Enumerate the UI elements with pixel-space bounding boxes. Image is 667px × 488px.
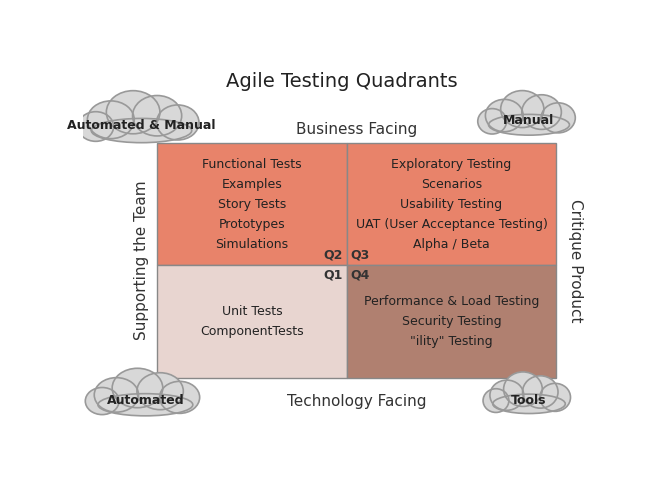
Text: Exploratory Testing
Scenarios
Usability Testing
UAT (User Acceptance Testing)
Al: Exploratory Testing Scenarios Usability … — [356, 158, 548, 251]
Ellipse shape — [78, 112, 113, 142]
Text: Agile Testing Quadrants: Agile Testing Quadrants — [225, 72, 458, 91]
Ellipse shape — [91, 119, 191, 142]
Ellipse shape — [522, 376, 558, 408]
Bar — [157, 143, 347, 265]
Text: Critique Product: Critique Product — [568, 199, 583, 323]
Ellipse shape — [490, 380, 524, 410]
Text: Business Facing: Business Facing — [296, 122, 417, 137]
Ellipse shape — [106, 91, 160, 134]
Ellipse shape — [85, 387, 119, 415]
Ellipse shape — [501, 91, 544, 127]
Text: Functional Tests
Examples
Story Tests
Prototypes
Simulations: Functional Tests Examples Story Tests Pr… — [202, 158, 301, 251]
Text: Technology Facing: Technology Facing — [287, 393, 426, 408]
Ellipse shape — [483, 389, 509, 412]
Ellipse shape — [478, 109, 506, 134]
Text: Tools: Tools — [511, 394, 547, 407]
Ellipse shape — [486, 100, 523, 132]
Ellipse shape — [159, 381, 199, 413]
Ellipse shape — [133, 96, 181, 136]
Text: Supporting the Team: Supporting the Team — [134, 181, 149, 341]
Ellipse shape — [540, 384, 570, 411]
Ellipse shape — [137, 373, 183, 410]
Text: Q2: Q2 — [323, 248, 343, 261]
Text: Q3: Q3 — [351, 248, 370, 261]
Text: Q4: Q4 — [351, 269, 370, 282]
Ellipse shape — [87, 101, 134, 139]
Text: Manual: Manual — [504, 114, 555, 127]
Ellipse shape — [94, 378, 139, 412]
Bar — [157, 265, 347, 378]
Text: Automated & Manual: Automated & Manual — [67, 119, 215, 132]
Ellipse shape — [504, 372, 542, 407]
Text: Unit Tests
ComponentTests: Unit Tests ComponentTests — [200, 305, 303, 338]
Text: Performance & Load Testing
Security Testing
"ility" Testing: Performance & Load Testing Security Test… — [364, 295, 539, 348]
Ellipse shape — [112, 368, 163, 407]
Ellipse shape — [157, 105, 199, 140]
Ellipse shape — [522, 95, 562, 129]
Ellipse shape — [541, 103, 576, 133]
Bar — [347, 265, 556, 378]
Ellipse shape — [493, 394, 565, 413]
Ellipse shape — [488, 114, 570, 135]
Text: Q1: Q1 — [323, 269, 343, 282]
Bar — [347, 143, 556, 265]
Text: Automated: Automated — [107, 394, 184, 407]
Ellipse shape — [98, 394, 193, 416]
